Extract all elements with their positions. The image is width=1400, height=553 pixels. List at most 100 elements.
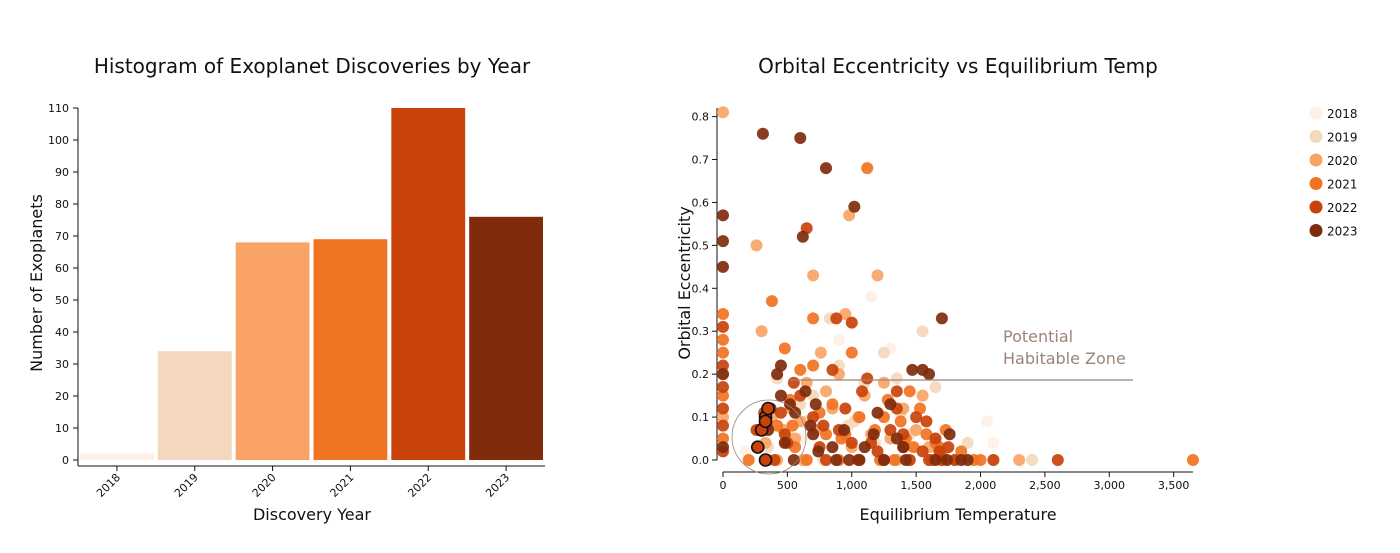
scatter-point-2022 (890, 385, 903, 398)
histogram-title: Histogram of Exoplanet Discoveries by Ye… (94, 54, 531, 78)
scatter-point-2022 (820, 454, 833, 466)
scatter-point-2021 (717, 308, 729, 321)
scatter-x-tick-label: 500 (777, 479, 798, 492)
scatter-point-2023 (853, 454, 866, 466)
histogram-x-tick-label: 2022 (405, 471, 434, 500)
scatter-x-tick-label: 3,500 (1158, 479, 1190, 492)
scatter-point-2023 (830, 454, 843, 466)
scatter-point-2020 (1013, 454, 1026, 466)
legend-label-2020: 2020 (1327, 154, 1358, 168)
scatter-point-2020 (839, 308, 852, 321)
scatter-point-2023 (794, 132, 807, 145)
histogram-x-tick-label: 2018 (94, 471, 123, 500)
scatter-point-2023 (807, 428, 820, 441)
scatter-y-tick-label: 0.8 (692, 111, 710, 124)
scatter-y-tick-label: 0.0 (692, 454, 710, 467)
scatter-point-2018 (832, 333, 845, 346)
histogram-y-tick-label: 100 (48, 134, 69, 147)
scatter-x-tick-label: 2,000 (965, 479, 997, 492)
scatter-point-2018 (980, 415, 993, 428)
histogram-x-tick-label: 2019 (172, 471, 201, 500)
scatter-point-2020 (916, 389, 929, 402)
scatter-legend: 2018 2019 2020 2021 2022 2023 (1309, 106, 1358, 239)
legend-swatch-2018 (1309, 106, 1323, 120)
scatter-point-2021 (1187, 454, 1199, 466)
scatter-point-2019 (890, 372, 903, 385)
scatter-point-2022 (942, 441, 955, 454)
scatter-point-2022 (845, 316, 858, 329)
scatter-x-axis-label: Equilibrium Temperature (859, 505, 1056, 524)
scatter-point-2023 (897, 441, 910, 454)
scatter-point-2023 (838, 423, 851, 436)
legend-swatch-2022 (1309, 200, 1323, 214)
scatter-y-tick-label: 0.7 (692, 154, 710, 167)
histogram-y-tick-label: 40 (55, 326, 69, 339)
scatter-point-2021 (845, 346, 858, 359)
scatter-point-2021 (894, 415, 907, 428)
scatter-point-2020 (877, 376, 890, 389)
scatter-point-2023 (843, 454, 856, 466)
scatter-point-2023 (848, 200, 861, 213)
scatter-point-2023 (717, 235, 729, 248)
scatter-point-2023 (778, 436, 791, 449)
scatter-point-2023 (717, 209, 729, 222)
scatter-point-2021 (853, 411, 866, 424)
scatter-point-2022 (884, 423, 897, 436)
histogram-bar-2018 (80, 453, 154, 460)
scatter-point-2021 (974, 454, 987, 466)
scatter-point-2023 (941, 454, 954, 466)
legend-label-2023: 2023 (1327, 225, 1358, 239)
scatter-y-axis-label: Orbital Eccentricity (675, 206, 694, 359)
scatter-point-2023 (717, 441, 729, 454)
scatter-point-2022 (778, 428, 791, 441)
scatter-point-2021 (771, 419, 784, 432)
scatter-point-2021 (800, 454, 813, 466)
scatter-point-2019 (916, 325, 929, 338)
scatter-point-2023 (935, 312, 948, 325)
scatter-point-2022 (774, 406, 787, 419)
scatter-point-2019 (877, 346, 890, 359)
histogram-bar-2021 (313, 239, 388, 460)
scatter-point-2021 (717, 389, 729, 402)
scatter-point-2023 (943, 428, 956, 441)
scatter-point-2022 (817, 419, 830, 432)
scatter-point-2021 (794, 363, 807, 376)
histogram-y-tick-label: 50 (55, 294, 69, 307)
scatter-point-2021 (717, 346, 729, 359)
legend-label-2018: 2018 (1327, 107, 1358, 121)
scatter-point-2022 (929, 432, 942, 445)
habitable-zone-annotation: Potential Habitable Zone (790, 327, 1133, 381)
annotation-line-1: Potential (1003, 327, 1073, 346)
scatter-y-tick-label: 0.4 (692, 282, 710, 295)
scatter-x-tick-label: 1,000 (836, 479, 868, 492)
scatter-point-2023 (906, 363, 919, 376)
scatter-point-2021 (907, 441, 920, 454)
histogram-x-axis-label: Discovery Year (253, 505, 371, 524)
scatter-point-2022 (717, 381, 729, 394)
scatter-point-2022 (717, 419, 729, 432)
scatter-point-2023 (826, 441, 839, 454)
scatter-point-2020 (750, 239, 763, 252)
scatter-y-tick-label: 0.6 (692, 196, 710, 209)
histogram-bars (80, 108, 543, 460)
scatter-point-2020 (717, 106, 729, 119)
scatter-point-2022 (717, 359, 729, 372)
scatter-x-tick-label: 2,500 (1029, 479, 1061, 492)
scatter-point-2021 (807, 312, 820, 325)
scatter-point-2022 (830, 312, 843, 325)
histogram-x-tick-label: 2023 (483, 471, 512, 500)
scatter-point-2023 (756, 127, 769, 140)
scatter-point-2021 (955, 445, 968, 458)
scatter-point-2023 (858, 441, 871, 454)
histogram-y-tick-label: 110 (48, 102, 69, 115)
scatter-point-2021 (920, 428, 933, 441)
scatter-point-2022 (910, 411, 923, 424)
scatter-point-2021 (765, 295, 778, 308)
scatter-point-2018 (987, 436, 1000, 449)
histogram-x-tick-label: 2020 (250, 471, 279, 500)
legend-swatch-2020 (1309, 153, 1323, 167)
highlighted-point (758, 414, 773, 429)
histogram-bar-2020 (235, 242, 310, 460)
legend-swatch-2019 (1309, 130, 1323, 143)
scatter-point-2022 (861, 372, 874, 385)
